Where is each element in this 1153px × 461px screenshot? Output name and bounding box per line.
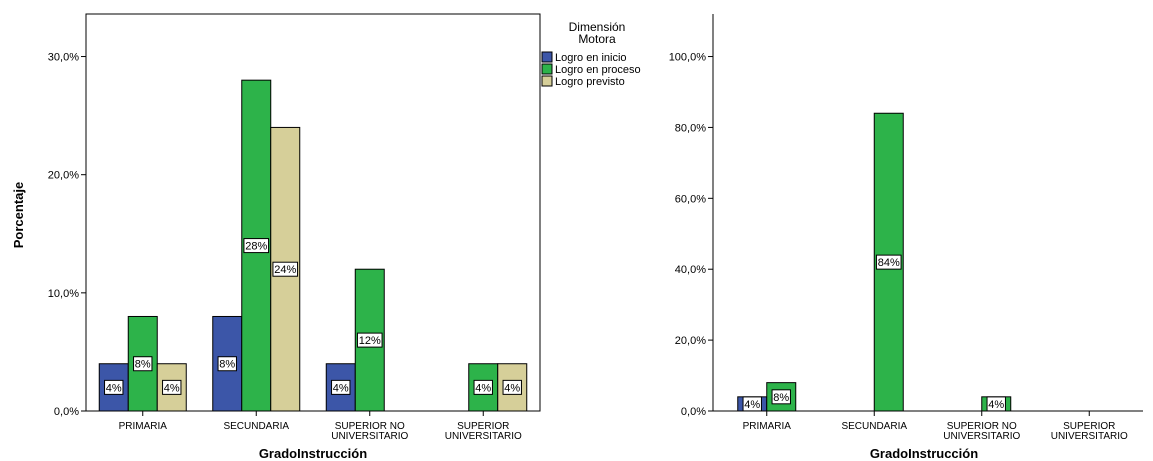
- x-tick-label: SUPERIOR NO: [335, 421, 405, 432]
- data-label-box: [331, 379, 351, 395]
- legend-title: Dimensión: [569, 20, 626, 34]
- y-axis-label: Porcentaje: [11, 182, 26, 248]
- x-tick-label: PRIMARIA: [743, 421, 792, 432]
- x-axis-right: PRIMARIA SECUNDARIA SUPERIOR NOUNIVERSITAR…: [713, 410, 1143, 442]
- y-tick-label: 20,0%: [675, 335, 706, 347]
- y-axis-left: 0,0% 10,0% 20,0% 30,0%: [48, 52, 86, 418]
- x-axis-label-right: GradoInstrucción: [870, 446, 978, 461]
- data-label-box: [875, 254, 902, 270]
- x-tick-label: UNIVERSITARIO: [331, 431, 408, 442]
- bars-right: [737, 112, 1012, 412]
- x-axis-label-left: GradoInstrucción: [259, 446, 367, 461]
- data-label: 4%: [988, 399, 1004, 411]
- data-label: 4%: [504, 382, 520, 394]
- data-labels-right: 4% 8% 84% 4%: [742, 254, 1006, 412]
- legend-swatch: [541, 63, 553, 75]
- x-tick-label: SUPERIOR: [1063, 421, 1115, 432]
- y-tick-label: 60,0%: [675, 193, 706, 205]
- y-tick-label: 80,0%: [675, 122, 706, 134]
- data-labels-left: 4% 8% 4% 8% 28% 24% 4% 12% 4% 4%: [104, 238, 522, 395]
- legend-label: Logro en proceso: [555, 64, 641, 76]
- data-label-box: [243, 238, 270, 254]
- y-tick-label: 40,0%: [675, 264, 706, 276]
- x-tick-label: SUPERIOR NO: [947, 421, 1017, 432]
- legend-swatch: [541, 75, 553, 87]
- data-label: 12%: [359, 335, 381, 347]
- data-label-box: [502, 379, 522, 395]
- data-label: 4%: [164, 382, 180, 394]
- x-tick-label: UNIVERSITARIO: [445, 431, 522, 442]
- y-tick-label: 0,0%: [54, 406, 79, 418]
- data-label: 24%: [274, 264, 296, 276]
- data-label-box: [162, 379, 182, 395]
- x-tick-label: SECUNDARIA: [841, 421, 907, 432]
- chart-left: 0,0%10,0%20,0%30,0% 4%8%4%8%28%24%4%12%4…: [11, 13, 641, 461]
- legend-title: Motora: [578, 32, 616, 46]
- data-label: 8%: [219, 359, 235, 371]
- y-tick-label: 30,0%: [48, 52, 79, 64]
- plot-area-left: [85, 13, 541, 412]
- data-label-box: [133, 356, 153, 372]
- data-label-box: [356, 332, 383, 348]
- x-tick-label: SECUNDARIA: [223, 421, 289, 432]
- data-label-box: [104, 379, 124, 395]
- data-label: 8%: [773, 392, 789, 404]
- legend-label: Logro en inicio: [555, 52, 627, 64]
- legend-swatch: [541, 51, 553, 63]
- y-tick-label: 0,0%: [681, 406, 706, 418]
- data-label: 4%: [106, 382, 122, 394]
- data-label-box: [272, 261, 299, 277]
- chart-right: 0,0%20,0%40,0%60,0%80,0%100,0% 4%8%84%4%…: [669, 14, 1143, 461]
- data-label-box: [771, 389, 791, 405]
- data-label: 4%: [475, 382, 491, 394]
- data-label: 28%: [245, 241, 267, 253]
- data-label: 4%: [744, 399, 760, 411]
- y-tick-label: 10,0%: [48, 288, 79, 300]
- data-label-box: [473, 379, 493, 395]
- data-label-box: [217, 356, 237, 372]
- x-tick-label: UNIVERSITARIO: [1051, 431, 1128, 442]
- y-tick-label: 20,0%: [48, 170, 79, 182]
- data-label: 8%: [135, 359, 151, 371]
- y-tick-label: 100,0%: [669, 52, 707, 64]
- x-tick-label: PRIMARIA: [119, 421, 168, 432]
- data-label: 4%: [333, 382, 349, 394]
- data-label: 84%: [878, 257, 900, 269]
- x-axis-left: PRIMARIA SECUNDARIA SUPERIOR NOUNIVERSITAR…: [119, 411, 522, 442]
- x-tick-label: SUPERIOR: [457, 421, 509, 432]
- y-axis-right: 0,0% 20,0% 40,0% 60,0% 80,0% 100,0%: [669, 14, 714, 418]
- x-tick-label: UNIVERSITARIO: [943, 431, 1020, 442]
- legend-label: Logro previsto: [555, 76, 625, 88]
